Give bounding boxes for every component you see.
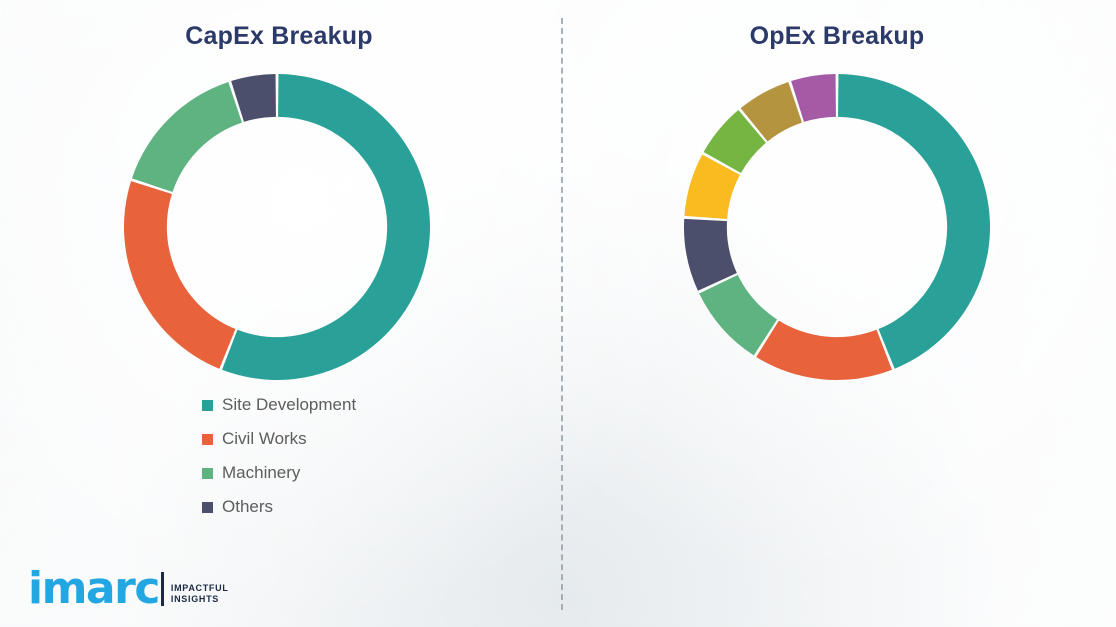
legend-color-swatch	[202, 501, 213, 513]
imarc-wordmark: imarc	[28, 563, 160, 615]
legend-color-swatch	[202, 467, 213, 479]
imarc-logo: imarc IMPACTFUL INSIGHTS	[28, 563, 229, 615]
donut-slice	[124, 181, 236, 369]
imarc-tagline: IMPACTFUL INSIGHTS	[171, 583, 229, 606]
donut-slice	[699, 274, 778, 356]
opex-panel: OpEx Breakup Raw MaterialsSalaries and W…	[558, 0, 1116, 627]
tagline-line-1: IMPACTFUL	[170, 582, 229, 593]
donut-slice	[703, 110, 766, 174]
donut-slice	[684, 154, 740, 220]
donut-slice	[231, 74, 276, 122]
legend-color-swatch	[202, 399, 213, 411]
donut-slice	[131, 81, 242, 192]
donut-slice	[740, 81, 802, 142]
donut-slice	[838, 74, 990, 369]
legend-item-label: Civil Works	[222, 429, 307, 448]
legend-item[interactable]: Machinery	[202, 456, 356, 490]
legend-item[interactable]: Civil Works	[202, 422, 356, 456]
capex-donut-svg	[124, 74, 430, 380]
opex-chart-title: OpEx Breakup	[749, 22, 925, 50]
opex-donut-chart	[682, 72, 992, 382]
tagline-line-2: INSIGHTS	[170, 593, 220, 604]
donut-slice	[756, 320, 892, 380]
legend-item-label: Others	[222, 497, 274, 516]
donut-slice	[684, 218, 737, 291]
opex-donut-svg	[684, 74, 990, 380]
donut-slice	[791, 74, 836, 122]
legend-item-label: Machinery	[222, 463, 301, 482]
panel-divider	[561, 18, 563, 610]
logo-separator-bar	[160, 572, 164, 606]
capex-legend: Site Development Civil Works Machinery Othe…	[202, 388, 356, 524]
legend-item-label: Site Development	[222, 395, 357, 414]
capex-panel: CapEx Breakup Site Development Civil Work…	[122, 22, 432, 524]
legend-item[interactable]: Site Development	[202, 388, 356, 422]
legend-color-swatch	[202, 433, 213, 445]
legend-item[interactable]: Others	[202, 490, 356, 524]
donut-slice	[222, 74, 430, 380]
capex-chart-title: CapEx Breakup	[185, 22, 373, 50]
capex-donut-chart	[122, 72, 432, 382]
